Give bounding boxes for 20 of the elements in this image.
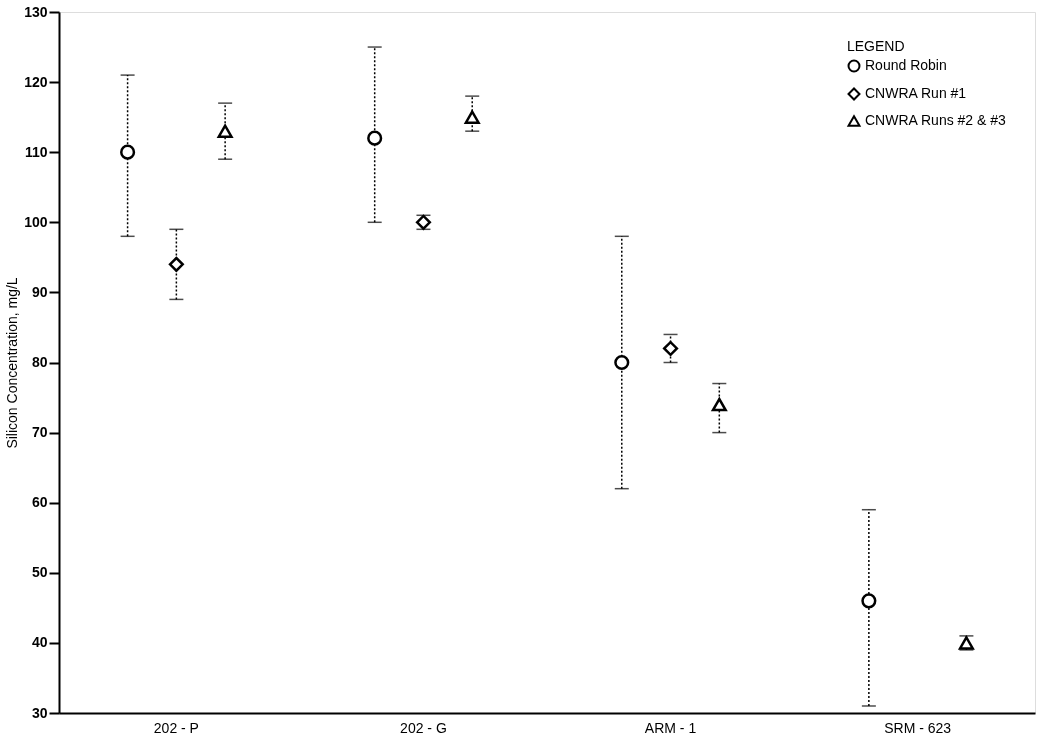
y-tick-label: 60: [31, 494, 48, 511]
legend-label: CNWRA Runs #2 & #3: [865, 112, 1007, 128]
y-tick-label: 110: [24, 143, 48, 160]
y-tick-label: 100: [24, 213, 48, 230]
x-tick-label: ARM - 1: [644, 719, 697, 736]
x-tick-label: SRM - 623: [884, 719, 952, 736]
y-tick-label: 50: [31, 564, 48, 581]
legend-label: Round Robin: [865, 57, 947, 73]
y-tick-label: 130: [24, 3, 48, 20]
y-tick-label: 70: [31, 424, 48, 441]
y-tick-label: 30: [31, 704, 48, 721]
y-tick-label: 90: [31, 283, 48, 300]
y-tick-label: 40: [31, 634, 48, 651]
legend-title: LEGEND: [847, 38, 905, 54]
legend-label: CNWRA Run #1: [865, 85, 967, 101]
y-tick-label: 120: [24, 73, 48, 90]
y-axis-title: Silicon Concentration, mg/L: [4, 277, 21, 449]
x-tick-label: 202 - G: [400, 719, 447, 736]
y-tick-label: 80: [31, 354, 48, 370]
x-tick-label: 202 - P: [153, 719, 199, 736]
